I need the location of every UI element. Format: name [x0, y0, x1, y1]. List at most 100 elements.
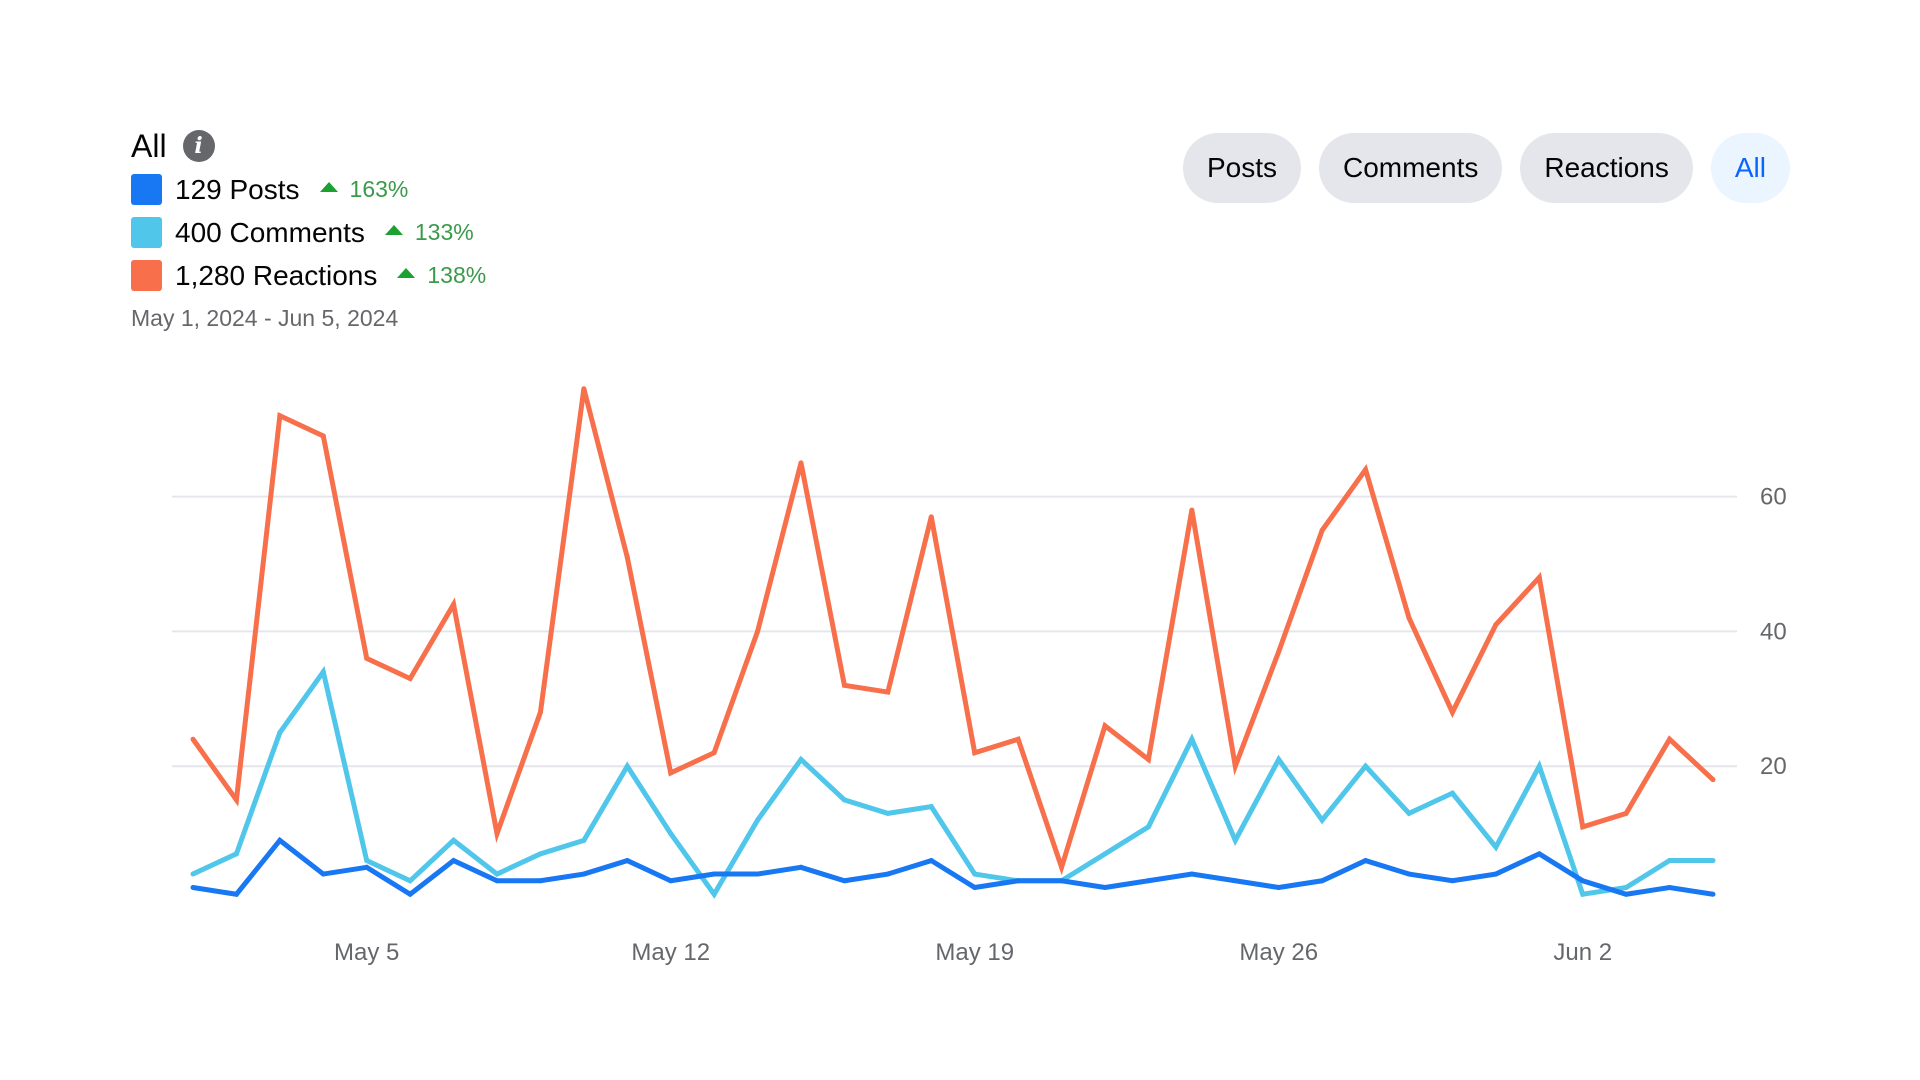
data-point-reactions[interactable] — [1623, 810, 1629, 816]
data-point-posts[interactable] — [1145, 878, 1151, 884]
data-point-posts[interactable] — [1623, 891, 1629, 897]
filter-comments-button[interactable]: Comments — [1318, 133, 1503, 203]
filter-all-button[interactable]: All — [1710, 133, 1790, 203]
data-point-posts[interactable] — [320, 871, 326, 877]
data-point-comments[interactable] — [407, 878, 413, 884]
data-point-reactions[interactable] — [624, 554, 630, 560]
data-point-reactions[interactable] — [1363, 467, 1369, 473]
data-point-reactions[interactable] — [1059, 864, 1065, 870]
data-point-posts[interactable] — [928, 858, 934, 864]
data-point-reactions[interactable] — [407, 676, 413, 682]
data-point-reactions[interactable] — [972, 750, 978, 756]
data-point-comments[interactable] — [841, 797, 847, 803]
data-point-reactions[interactable] — [451, 601, 457, 607]
data-point-comments[interactable] — [711, 891, 717, 897]
data-point-reactions[interactable] — [537, 709, 543, 715]
data-point-posts[interactable] — [1406, 871, 1412, 877]
data-point-posts[interactable] — [407, 891, 413, 897]
data-point-reactions[interactable] — [1319, 527, 1325, 533]
data-point-posts[interactable] — [1319, 878, 1325, 884]
data-point-reactions[interactable] — [1102, 723, 1108, 729]
data-point-posts[interactable] — [233, 891, 239, 897]
data-point-comments[interactable] — [1189, 736, 1195, 742]
data-point-posts[interactable] — [537, 878, 543, 884]
data-point-comments[interactable] — [1623, 885, 1629, 891]
data-point-posts[interactable] — [624, 858, 630, 864]
data-point-comments[interactable] — [1667, 858, 1673, 864]
data-point-posts[interactable] — [581, 871, 587, 877]
data-point-reactions[interactable] — [1015, 736, 1021, 742]
data-point-reactions[interactable] — [798, 460, 804, 466]
data-point-comments[interactable] — [1406, 810, 1412, 816]
data-point-reactions[interactable] — [885, 689, 891, 695]
data-point-reactions[interactable] — [277, 413, 283, 419]
data-point-reactions[interactable] — [755, 628, 761, 634]
data-point-reactions[interactable] — [1536, 574, 1542, 580]
info-icon[interactable]: i — [182, 130, 215, 162]
data-point-posts[interactable] — [972, 885, 978, 891]
data-point-posts[interactable] — [1102, 885, 1108, 891]
data-point-comments[interactable] — [928, 804, 934, 810]
data-point-reactions[interactable] — [711, 750, 717, 756]
data-point-comments[interactable] — [1493, 844, 1499, 850]
data-point-comments[interactable] — [1710, 858, 1716, 864]
data-point-comments[interactable] — [581, 837, 587, 843]
data-point-comments[interactable] — [1449, 790, 1455, 796]
data-point-posts[interactable] — [190, 885, 196, 891]
data-point-comments[interactable] — [1232, 837, 1238, 843]
data-point-reactions[interactable] — [841, 682, 847, 688]
data-point-reactions[interactable] — [928, 514, 934, 520]
filter-posts-button[interactable]: Posts — [1182, 133, 1301, 203]
data-point-comments[interactable] — [1276, 756, 1282, 762]
data-point-posts[interactable] — [494, 878, 500, 884]
data-point-reactions[interactable] — [581, 386, 587, 392]
data-point-posts[interactable] — [451, 858, 457, 864]
data-point-posts[interactable] — [1536, 851, 1542, 857]
data-point-reactions[interactable] — [1145, 756, 1151, 762]
data-point-posts[interactable] — [1189, 871, 1195, 877]
data-point-reactions[interactable] — [1667, 736, 1673, 742]
data-point-comments[interactable] — [755, 817, 761, 823]
data-point-comments[interactable] — [537, 851, 543, 857]
data-point-reactions[interactable] — [494, 831, 500, 837]
data-point-posts[interactable] — [1363, 858, 1369, 864]
data-point-comments[interactable] — [885, 810, 891, 816]
data-point-reactions[interactable] — [1232, 763, 1238, 769]
data-point-comments[interactable] — [668, 831, 674, 837]
data-point-posts[interactable] — [1232, 878, 1238, 884]
data-point-posts[interactable] — [711, 871, 717, 877]
data-point-comments[interactable] — [1102, 851, 1108, 857]
data-point-reactions[interactable] — [1710, 777, 1716, 783]
data-point-posts[interactable] — [1580, 878, 1586, 884]
data-point-posts[interactable] — [1493, 871, 1499, 877]
data-point-reactions[interactable] — [668, 770, 674, 776]
data-point-posts[interactable] — [1710, 891, 1716, 897]
data-point-posts[interactable] — [798, 864, 804, 870]
data-point-comments[interactable] — [320, 669, 326, 675]
data-point-reactions[interactable] — [1580, 824, 1586, 830]
data-point-comments[interactable] — [494, 871, 500, 877]
data-point-posts[interactable] — [841, 878, 847, 884]
data-point-posts[interactable] — [1015, 878, 1021, 884]
data-point-comments[interactable] — [1145, 824, 1151, 830]
data-point-posts[interactable] — [277, 837, 283, 843]
data-point-reactions[interactable] — [190, 736, 196, 742]
data-point-reactions[interactable] — [1449, 709, 1455, 715]
filter-reactions-button[interactable]: Reactions — [1520, 133, 1693, 203]
data-point-reactions[interactable] — [364, 655, 370, 661]
data-point-comments[interactable] — [233, 851, 239, 857]
data-point-reactions[interactable] — [233, 797, 239, 803]
data-point-comments[interactable] — [190, 871, 196, 877]
data-point-posts[interactable] — [755, 871, 761, 877]
data-point-comments[interactable] — [1580, 891, 1586, 897]
data-point-posts[interactable] — [1276, 885, 1282, 891]
data-point-posts[interactable] — [1449, 878, 1455, 884]
data-point-reactions[interactable] — [1189, 507, 1195, 513]
data-point-posts[interactable] — [668, 878, 674, 884]
data-point-reactions[interactable] — [1493, 622, 1499, 628]
data-point-posts[interactable] — [364, 864, 370, 870]
data-point-posts[interactable] — [885, 871, 891, 877]
data-point-comments[interactable] — [624, 763, 630, 769]
data-point-comments[interactable] — [1536, 763, 1542, 769]
data-point-reactions[interactable] — [1406, 615, 1412, 621]
